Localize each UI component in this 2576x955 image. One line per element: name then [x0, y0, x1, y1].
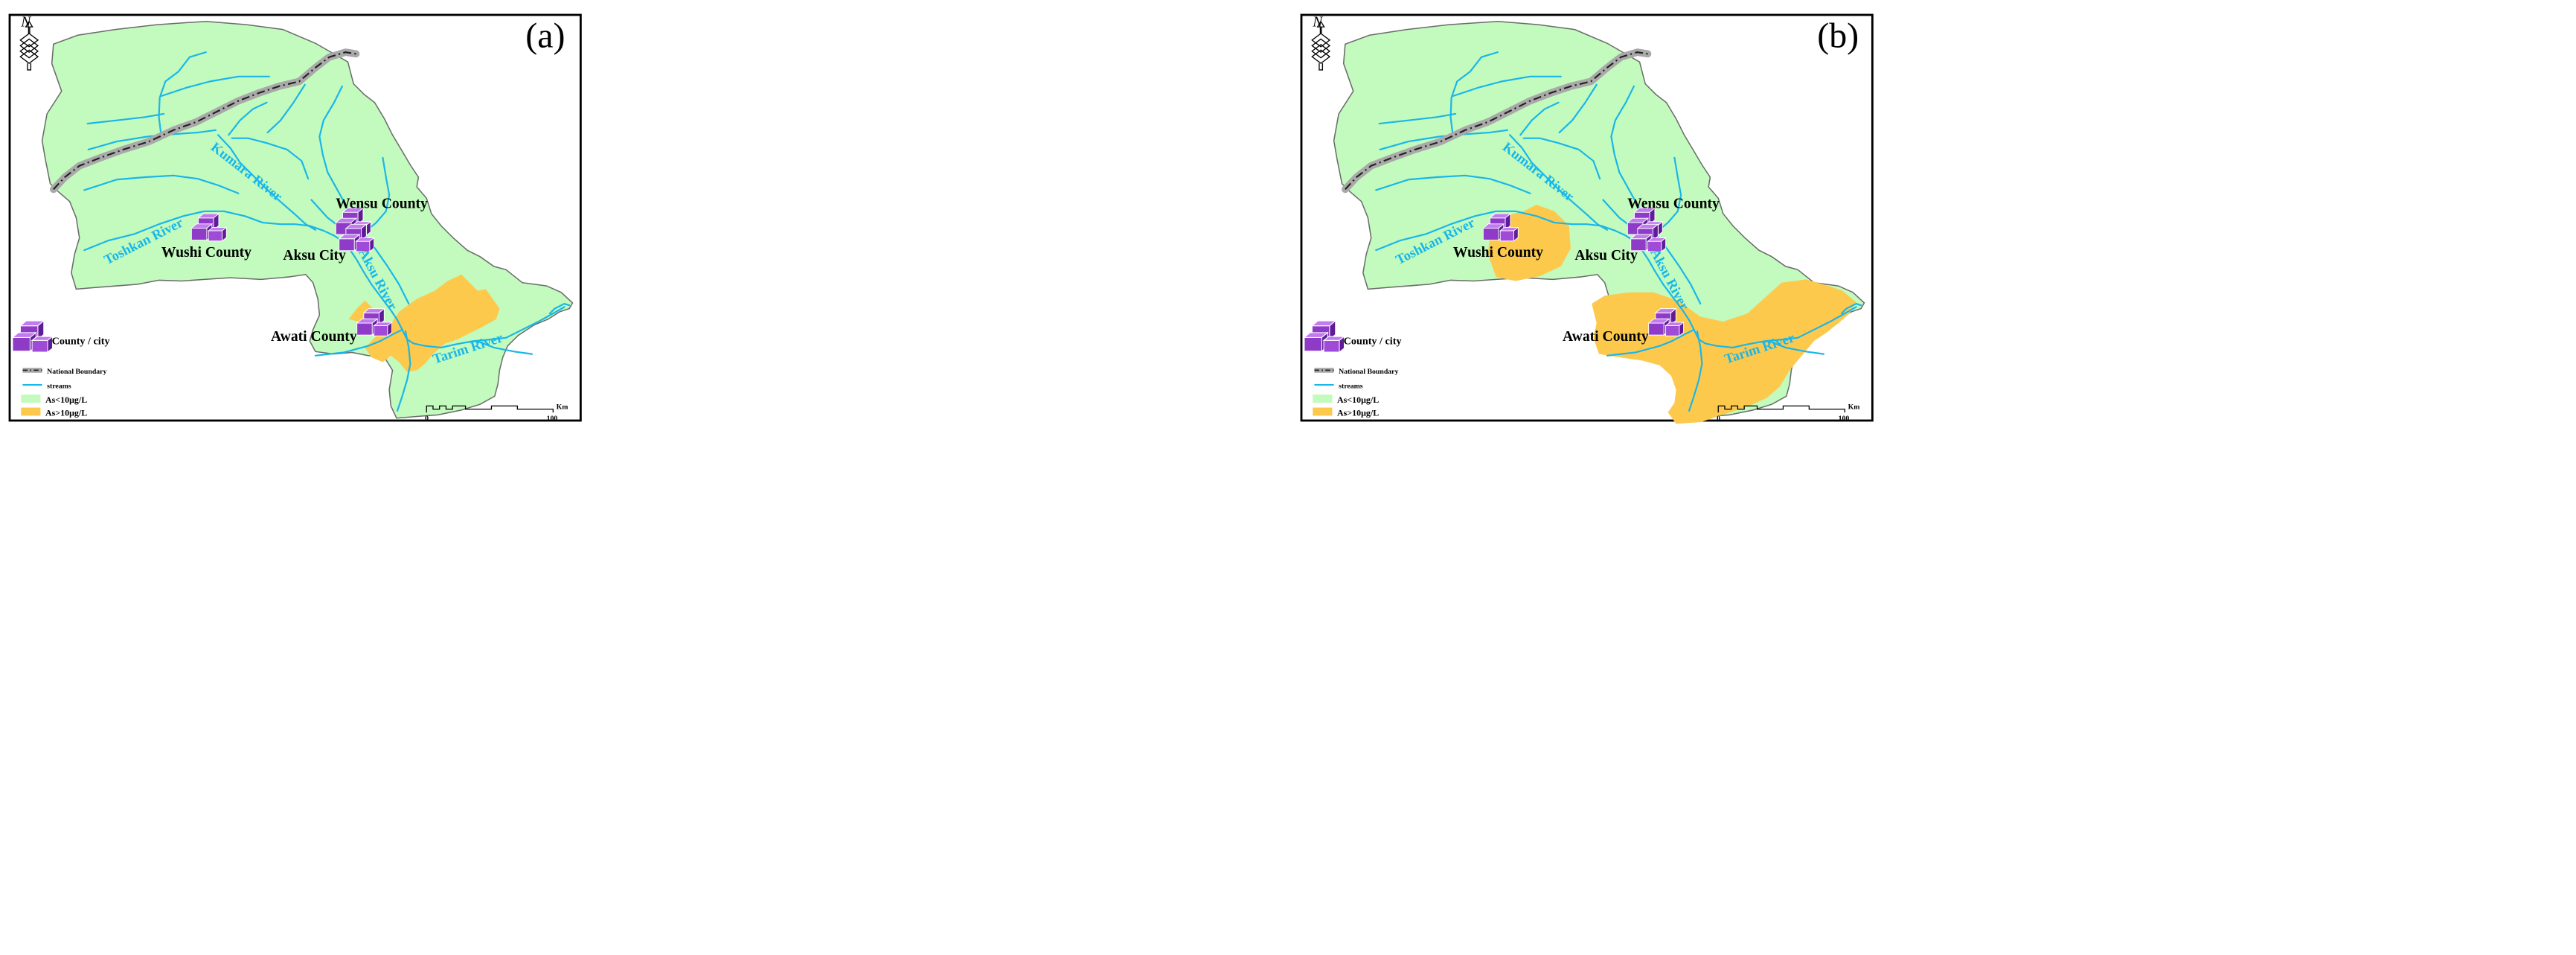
scale-min-label: 0: [425, 415, 429, 423]
legend-streams-label: streams: [1339, 382, 1363, 390]
scale-unit-label: Km: [1848, 403, 1860, 412]
scale-bar: Km 0 100: [425, 403, 568, 423]
legend: County / city National Boundary streams …: [1304, 320, 1402, 418]
panel-b-label: (b): [1817, 16, 1859, 56]
legend-low-as-swatch: [1313, 395, 1333, 403]
legend-low-as-label: As<10μg/L: [1337, 395, 1379, 405]
legend-high-as-swatch: [1313, 407, 1333, 416]
legend-county-city-label: County / city: [1344, 336, 1402, 348]
wensu-county-label: Wensu County: [1627, 196, 1720, 211]
aksu-city-label: Aksu City: [283, 248, 346, 263]
legend-high-as-label: As>10μg/L: [45, 407, 87, 418]
scale-unit-label: Km: [557, 403, 568, 412]
wensu-county-label: Wensu County: [336, 196, 428, 211]
north-arrow-letter: N: [1312, 14, 1323, 30]
legend-high-as-swatch: [21, 407, 41, 416]
panel-b: Toshkan River Kumara River Aksu River Ta…: [1300, 13, 1874, 424]
panel-a: Toshkan River Kumara River Aksu River Ta…: [8, 13, 582, 423]
wushi-county-label: Wushi County: [1453, 245, 1543, 261]
legend-boundary-label: National Boundary: [1339, 368, 1398, 376]
scale-min-label: 0: [1717, 415, 1720, 423]
legend-boundary-label: National Boundary: [47, 368, 106, 376]
legend: County / city National Boundary streams …: [12, 320, 110, 418]
legend-low-as-swatch: [21, 395, 41, 403]
wushi-county-label: Wushi County: [161, 245, 251, 261]
legend-county-city-label: County / city: [52, 336, 110, 348]
legend-high-as-label: As>10μg/L: [1337, 407, 1379, 418]
scale-max-label: 100: [547, 415, 558, 423]
awati-county-label: Awati County: [271, 329, 357, 345]
scale-max-label: 100: [1839, 415, 1850, 423]
legend-streams-label: streams: [47, 382, 71, 390]
aksu-city-label: Aksu City: [1574, 248, 1638, 263]
north-arrow-letter: N: [20, 14, 31, 30]
scale-bar: Km 0 100: [1717, 403, 1859, 423]
awati-county-label: Awati County: [1563, 329, 1649, 345]
legend-low-as-label: As<10μg/L: [45, 395, 87, 405]
panel-a-label: (a): [525, 16, 565, 56]
